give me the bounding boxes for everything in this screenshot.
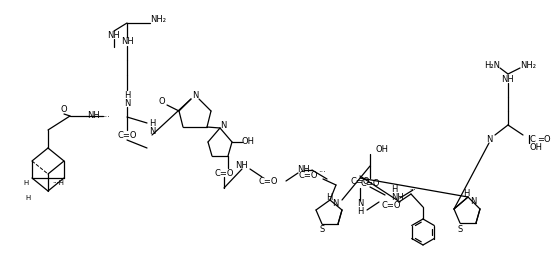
Text: OH: OH xyxy=(242,138,255,146)
Text: N: N xyxy=(357,200,363,209)
Text: H: H xyxy=(463,190,469,199)
Text: NH₂: NH₂ xyxy=(520,60,536,69)
Text: OH: OH xyxy=(375,145,388,154)
Text: S: S xyxy=(320,225,325,235)
Text: C=O: C=O xyxy=(360,179,380,188)
Text: C: C xyxy=(529,134,535,144)
Text: O: O xyxy=(61,105,67,114)
Text: C=O: C=O xyxy=(298,170,318,180)
Text: ···: ··· xyxy=(102,114,110,123)
Text: H: H xyxy=(25,195,30,201)
Text: H: H xyxy=(326,193,332,201)
Text: NH: NH xyxy=(391,194,404,203)
Text: NH: NH xyxy=(236,160,248,169)
Text: H: H xyxy=(357,208,363,216)
Text: ···H: ···H xyxy=(52,180,64,186)
Text: C=O: C=O xyxy=(117,130,137,139)
Text: H: H xyxy=(149,119,155,128)
Text: NH: NH xyxy=(502,74,514,83)
Text: C=O: C=O xyxy=(214,169,234,178)
Text: NH: NH xyxy=(121,38,133,47)
Text: N: N xyxy=(124,99,130,108)
Text: ···: ··· xyxy=(318,169,326,178)
Text: =O: =O xyxy=(537,134,551,144)
Text: N: N xyxy=(486,134,492,144)
Text: H: H xyxy=(23,180,29,186)
Text: NH: NH xyxy=(87,112,101,120)
Text: C=O: C=O xyxy=(381,200,401,210)
Text: OH: OH xyxy=(529,143,542,151)
Text: S: S xyxy=(457,225,463,234)
Text: NH: NH xyxy=(298,165,310,174)
Text: N: N xyxy=(149,127,155,135)
Text: NH₂: NH₂ xyxy=(150,16,166,24)
Text: ···: ··· xyxy=(410,187,416,193)
Text: H: H xyxy=(391,185,398,195)
Text: C=O: C=O xyxy=(258,176,278,185)
Text: N: N xyxy=(332,200,338,209)
Text: N: N xyxy=(192,90,198,99)
Text: N: N xyxy=(220,120,226,129)
Text: H₂N: H₂N xyxy=(484,60,500,69)
Text: NH: NH xyxy=(108,31,121,39)
Text: N: N xyxy=(470,196,476,205)
Text: O: O xyxy=(159,98,165,107)
Text: C=O: C=O xyxy=(350,178,370,186)
Text: H: H xyxy=(124,90,130,99)
